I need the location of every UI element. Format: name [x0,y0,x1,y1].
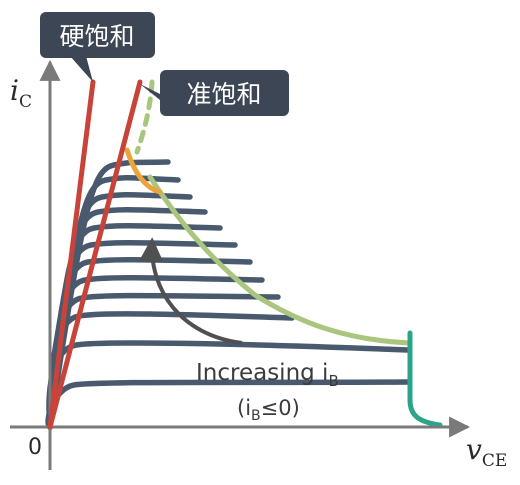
x-axis-label: vCE [466,433,507,471]
breakdown-region [407,330,443,428]
hard-saturation-line [47,79,96,430]
quasi-saturation-label: 准饱和 [186,80,261,109]
increasing-ib-arrow [139,237,243,345]
ib-condition-label: (iB≤0) [237,396,300,424]
output-curve [46,340,411,430]
output-curve [47,159,171,430]
quasi-saturation-segment [124,147,163,195]
quasi-saturation-line [47,79,143,430]
output-curve [45,379,411,430]
quasi-saturation-callout: 准饱和 [140,70,289,116]
hard-saturation-label: 硬饱和 [59,22,134,51]
hard-saturation-callout: 硬饱和 [40,12,155,82]
output-curves [45,159,411,430]
increasing-ib-label: Increasing iB [196,360,339,390]
saturation-boundary-dashed [134,79,155,155]
y-axis-label: iC [10,74,32,112]
origin-label: 0 [28,435,42,460]
saturation-boundary-curve [147,174,413,346]
